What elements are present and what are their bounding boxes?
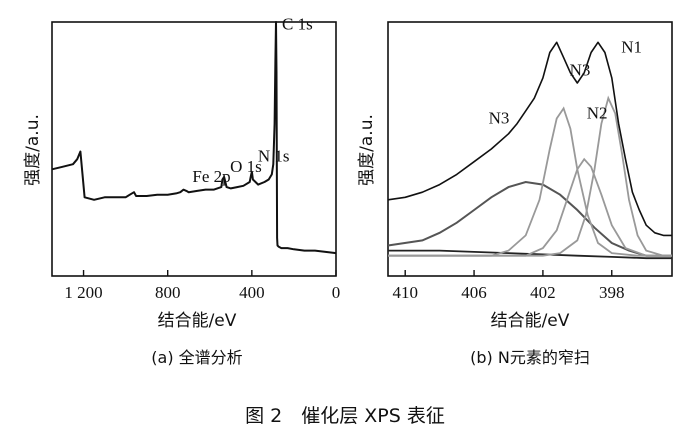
n1-fit-line [388,95,672,257]
raw-spectrum-line [387,41,672,237]
survey-spectrum-line [51,21,337,255]
panel-b-n-narrow-scan: 410 406 402 398 N1 N3 N2 N3 结合能/eV 强度/a.u. (b)… [357,21,673,367]
x-tick-label: 398 [599,283,625,302]
x-tick-label: 0 [332,283,341,302]
x-tick-label: 400 [239,283,265,302]
peak-label: N3 [570,60,591,79]
peak-label: C 1s [282,15,313,34]
x-tick-label: 410 [392,283,418,302]
panel-b-tick-labels: 410 406 402 398 [392,283,624,302]
panel-b-ticks [404,270,613,276]
panel-a-tick-labels: 1 200 800 400 0 [64,283,340,302]
x-tick-label: 1 200 [64,283,102,302]
figure-caption: 图 2 催化层 XPS 表征 [245,405,445,427]
n3-broad-fit-line [387,180,672,257]
panel-a-frame [51,21,337,277]
panel-b-caption: (b) N元素的窄扫 [470,348,590,367]
panel-a-ylabel: 强度/a.u. [23,114,43,186]
peak-label: N 1s [258,147,290,166]
peak-label: N1 [621,37,642,56]
x-tick-label: 406 [461,283,487,302]
peak-label: O 1s [230,157,262,176]
peak-label: N3 [489,109,510,128]
background-line [388,249,672,260]
panel-a-caption: (a) 全谱分析 [151,348,242,367]
panel-b-peak-annotations: N1 N3 N2 N3 [489,37,642,127]
panel-b-frame [387,21,673,277]
n2-fit-line [388,157,672,257]
x-tick-label: 800 [155,283,181,302]
panel-a-ticks [82,270,337,276]
panel-a-xlabel: 结合能/eV [158,311,237,331]
peak-label: Fe 2p [192,167,230,186]
peak-label: N2 [587,104,608,123]
panel-b-xlabel: 结合能/eV [491,311,570,331]
n3-fit-line [388,106,672,257]
panel-b-ylabel: 强度/a.u. [357,114,377,186]
x-tick-label: 402 [530,283,556,302]
